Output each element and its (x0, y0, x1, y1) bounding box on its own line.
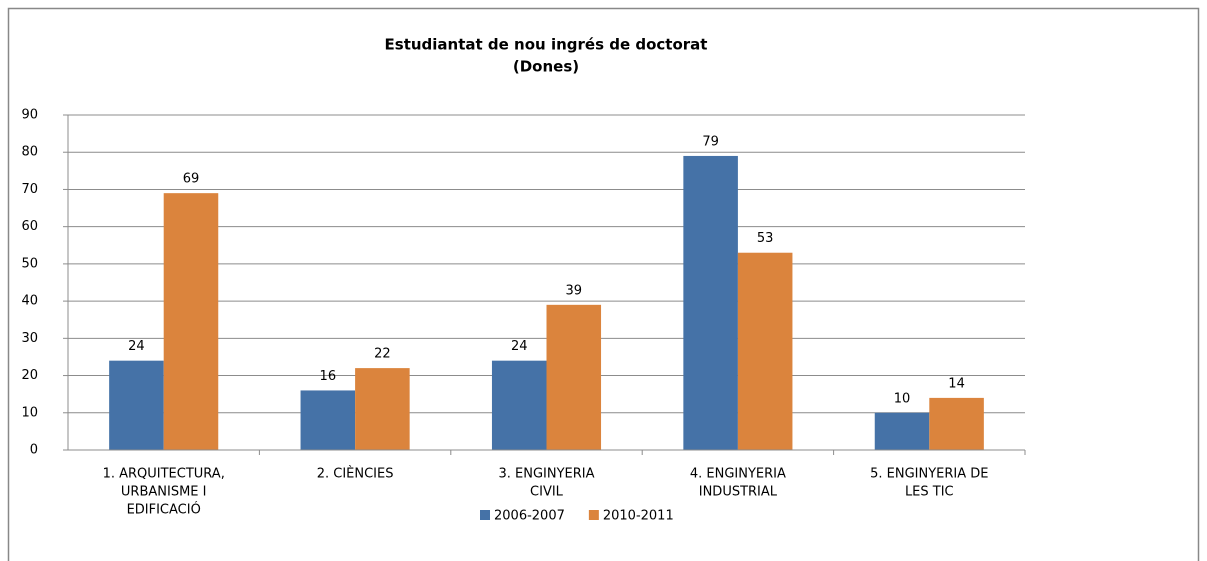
bar (683, 155, 738, 450)
x-tick-label: LES TIC (905, 485, 954, 500)
bar (300, 390, 356, 450)
x-tick-label: 1. ARQUITECTURA, (103, 467, 225, 482)
legend-label: 2006-2007 (494, 509, 565, 524)
x-tick-label: 5. ENGINYERIA DE (870, 467, 988, 482)
bar (355, 368, 410, 450)
bar (737, 252, 793, 450)
bar (109, 360, 164, 450)
value-label: 22 (374, 347, 391, 362)
y-tick-label: 50 (21, 256, 38, 271)
bar (546, 304, 602, 450)
x-tick-label: CIVIL (530, 485, 564, 500)
legend-label: 2010-2011 (603, 509, 674, 524)
value-label: 24 (511, 339, 528, 354)
x-tick-label: EDIFICACIÓ (127, 502, 201, 518)
chart-title: Estudiantat de nou ingrés de doctorat (385, 36, 708, 54)
x-tick-label: 2. CIÈNCIES (317, 466, 394, 482)
value-label: 79 (702, 134, 719, 149)
value-label: 53 (757, 231, 774, 246)
bar (874, 412, 930, 450)
legend-swatch (588, 510, 599, 520)
x-tick-label: 4. ENGINYERIA (690, 467, 786, 482)
legend-swatch (480, 510, 490, 520)
y-tick-label: 60 (21, 219, 38, 234)
value-label: 39 (566, 283, 583, 298)
chart-subtitle: (Dones) (513, 58, 579, 76)
value-label: 16 (320, 369, 337, 384)
x-tick-label: INDUSTRIAL (699, 485, 778, 500)
y-tick-label: 40 (21, 294, 38, 309)
value-label: 24 (128, 339, 145, 354)
y-tick-label: 20 (21, 368, 38, 383)
y-tick-label: 90 (21, 108, 38, 123)
value-label: 69 (183, 172, 200, 187)
bar (929, 397, 984, 450)
bar (491, 360, 547, 450)
value-label: 10 (894, 391, 911, 406)
y-tick-label: 70 (21, 182, 38, 197)
y-tick-label: 30 (21, 331, 38, 346)
x-tick-label: URBANISME I (121, 485, 207, 500)
value-label: 14 (948, 376, 965, 391)
y-tick-label: 10 (21, 405, 38, 420)
y-tick-label: 0 (30, 443, 38, 458)
bar (163, 193, 219, 450)
y-tick-label: 80 (21, 145, 38, 160)
x-tick-label: 3. ENGINYERIA (498, 467, 594, 482)
